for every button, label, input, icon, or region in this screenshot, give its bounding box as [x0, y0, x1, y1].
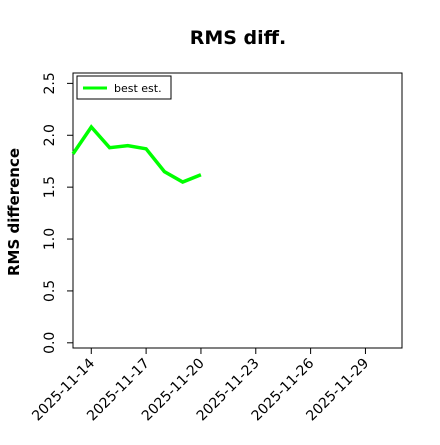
plot-frame [72, 72, 403, 349]
y-axis: 0.0 0.5 1.0 1.5 2.0 2.5 [42, 72, 73, 354]
y-tick-label: 1.5 [42, 176, 58, 198]
series-layer [71, 124, 202, 184]
y-tick-label: 1.0 [42, 228, 58, 250]
y-axis-label: RMS difference [5, 148, 23, 276]
y-tick-label: 2.0 [42, 124, 58, 146]
legend-box [76, 75, 172, 100]
legend: best est. [76, 75, 172, 100]
y-tick-label: 0.0 [42, 332, 58, 354]
x-axis: 2025-11-142025-11-172025-11-202025-11-23… [29, 348, 372, 424]
y-tick-label: 0.5 [42, 280, 58, 302]
y-tick-label: 2.5 [42, 72, 58, 94]
chart-title: RMS diff. [190, 27, 287, 49]
legend-label-best-est: best est. [114, 82, 162, 95]
series-line-best-est [71, 124, 202, 184]
